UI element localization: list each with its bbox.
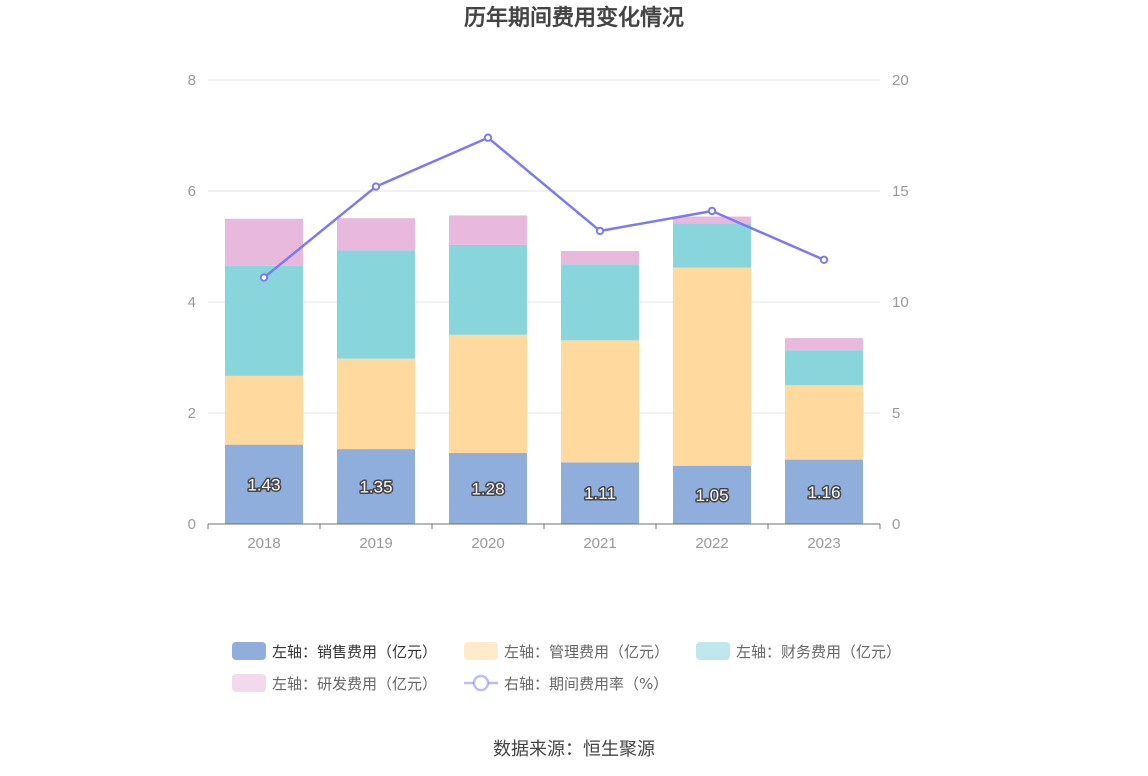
x-tick-label: 2020 [471, 535, 504, 552]
bar-segment[interactable] [673, 465, 751, 524]
bar-segment[interactable] [337, 358, 415, 450]
bar-segment[interactable] [225, 218, 303, 266]
x-tick-label: 2023 [807, 535, 840, 552]
y-left-tick-label: 4 [188, 294, 196, 311]
bar-segment[interactable] [673, 216, 751, 224]
x-tick-label: 2022 [695, 535, 728, 552]
bar-segment[interactable] [225, 444, 303, 524]
y-right-tick-label: 5 [892, 405, 900, 422]
x-tick-label: 2018 [247, 535, 280, 552]
bar-segment[interactable] [449, 452, 527, 524]
y-left-tick-label: 0 [188, 516, 196, 533]
bar-segment[interactable] [449, 215, 527, 245]
legend-label: 左轴：销售费用（亿元） [272, 643, 437, 661]
legend-label: 左轴：财务费用（亿元） [736, 643, 901, 661]
bar-data-label: 1.35 [359, 478, 392, 497]
bar-segment[interactable] [561, 462, 639, 524]
bar-stacks [225, 215, 863, 524]
gridlines [208, 79, 880, 414]
bar-segment[interactable] [337, 250, 415, 359]
bar-segment[interactable] [225, 375, 303, 445]
bar-data-label: 1.43 [247, 475, 280, 494]
legend-label: 右轴：期间费用率（%） [504, 675, 668, 693]
axes: 0 2 4 6 8 0 5 10 15 20 2018 2019 2020 2021 2022 2023 [188, 72, 909, 552]
rate-point[interactable] [819, 255, 829, 265]
y-right-tick-label: 15 [892, 183, 909, 200]
legend-item[interactable]: 左轴：管理费用（亿元） [464, 642, 669, 661]
source-note: 数据来源：恒生聚源 [493, 739, 655, 760]
x-tick-label: 2021 [583, 535, 616, 552]
rate-point[interactable] [483, 133, 493, 142]
legend-item[interactable]: 左轴：研发费用（亿元） [232, 674, 437, 693]
legend-swatch [232, 674, 266, 692]
y-right-tick-label: 0 [892, 516, 900, 533]
bar-segment[interactable] [785, 385, 863, 460]
rate-point[interactable] [371, 182, 381, 191]
rate-line-series [259, 133, 829, 282]
legend-label: 左轴：管理费用（亿元） [504, 643, 669, 661]
bar-segment[interactable] [785, 459, 863, 524]
bar-data-label: 1.05 [695, 486, 728, 505]
y-left-tick-label: 2 [188, 405, 196, 422]
rate-point[interactable] [259, 273, 269, 282]
rate-point[interactable] [595, 226, 605, 236]
bar-segment[interactable] [561, 264, 639, 341]
bar-segment[interactable] [449, 244, 527, 335]
bar-segment[interactable] [561, 250, 639, 265]
bar-segment[interactable] [561, 340, 639, 463]
bar-segment[interactable] [673, 223, 751, 268]
bar-segment[interactable] [337, 218, 415, 251]
legend-item[interactable]: 右轴：期间费用率（%） [464, 674, 668, 693]
legend-item[interactable]: 左轴：销售费用（亿元） [232, 642, 437, 661]
bar-segment[interactable] [225, 265, 303, 376]
bar-segment[interactable] [785, 350, 863, 386]
chart-title: 历年期间费用变化情况 [464, 5, 684, 31]
data-labels: 1.43 1.35 1.28 1.11 1.05 1.16 [246, 474, 842, 507]
legend-swatch [232, 642, 266, 660]
bar-segment[interactable] [785, 338, 863, 351]
bar-segment[interactable] [337, 449, 415, 524]
bar-segment[interactable] [673, 267, 751, 466]
legend-swatch [464, 642, 498, 660]
legend[interactable]: 左轴：销售费用（亿元） 左轴：管理费用（亿元） 左轴：财务费用（亿元） 左轴：研发费用… [232, 642, 901, 693]
bar-data-label: 1.28 [471, 479, 504, 498]
rate-point[interactable] [707, 206, 717, 216]
y-right-tick-label: 20 [892, 72, 909, 89]
legend-label: 左轴：研发费用（亿元） [272, 675, 437, 693]
legend-circle-swatch [472, 674, 490, 692]
legend-item[interactable]: 左轴：财务费用（亿元） [696, 642, 901, 661]
bar-data-label: 1.16 [807, 483, 840, 502]
x-tick-label: 2019 [359, 535, 392, 552]
y-left-tick-label: 8 [188, 72, 196, 89]
bar-data-label: 1.11 [584, 484, 616, 503]
bar-segment[interactable] [449, 334, 527, 453]
y-left-tick-label: 6 [188, 183, 196, 200]
y-right-tick-label: 10 [892, 294, 909, 311]
rate-line[interactable] [263, 136, 825, 279]
legend-swatch [696, 642, 730, 660]
